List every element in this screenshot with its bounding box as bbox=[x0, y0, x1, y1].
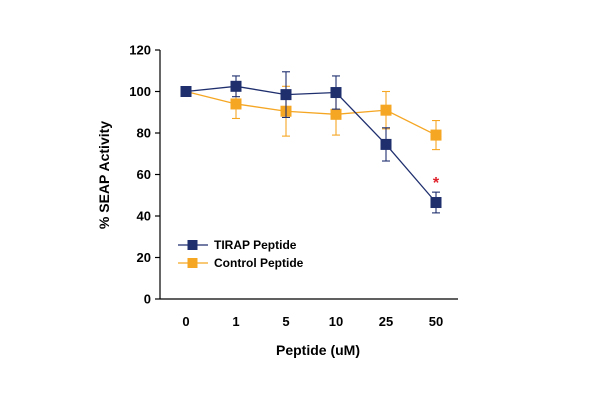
x-tick-label: 1 bbox=[232, 314, 239, 329]
data-point bbox=[330, 87, 342, 99]
legend-item: Control Peptide bbox=[178, 256, 304, 270]
x-tick-label: 10 bbox=[329, 314, 343, 329]
y-tick-label: 60 bbox=[137, 167, 151, 182]
x-tick-label: 25 bbox=[379, 314, 393, 329]
series-line bbox=[185, 90, 437, 136]
significance-asterisk: * bbox=[433, 175, 440, 192]
annotations: * bbox=[433, 175, 440, 192]
x-tick-label: 0 bbox=[182, 314, 189, 329]
y-tick-label: 120 bbox=[129, 43, 151, 58]
data-point bbox=[330, 108, 342, 120]
legend-marker bbox=[187, 240, 198, 250]
series-layer bbox=[180, 71, 442, 214]
axes bbox=[159, 50, 458, 300]
legend-label: TIRAP Peptide bbox=[214, 238, 297, 252]
x-ticks: 0 1 5 10 25 50 bbox=[182, 314, 443, 329]
y-tick-label: 40 bbox=[137, 209, 151, 224]
legend-label: Control Peptide bbox=[214, 256, 304, 270]
data-point bbox=[380, 138, 392, 150]
y-ticks: 0 20 40 60 80 100 120 bbox=[129, 43, 160, 307]
series-line bbox=[185, 85, 437, 203]
y-tick-label: 80 bbox=[137, 126, 151, 141]
data-point bbox=[380, 104, 392, 116]
data-point bbox=[180, 86, 192, 97]
y-tick-label: 20 bbox=[137, 250, 151, 265]
legend-marker bbox=[187, 258, 198, 268]
legend: TIRAP Peptide Control Peptide bbox=[178, 238, 304, 270]
y-tick-label: 100 bbox=[129, 84, 151, 99]
data-point bbox=[230, 80, 242, 92]
data-point bbox=[430, 129, 442, 141]
y-axis-title: % SEAP Activity bbox=[96, 121, 112, 229]
series-1 bbox=[180, 85, 442, 151]
data-point bbox=[430, 197, 442, 209]
legend-item: TIRAP Peptide bbox=[178, 238, 297, 252]
data-point bbox=[230, 98, 242, 110]
x-tick-label: 50 bbox=[429, 314, 443, 329]
x-tick-label: 5 bbox=[282, 314, 289, 329]
y-tick-label: 0 bbox=[144, 292, 151, 307]
series-0 bbox=[180, 71, 442, 214]
x-axis-title: Peptide (uM) bbox=[276, 342, 360, 358]
data-point bbox=[280, 89, 292, 101]
